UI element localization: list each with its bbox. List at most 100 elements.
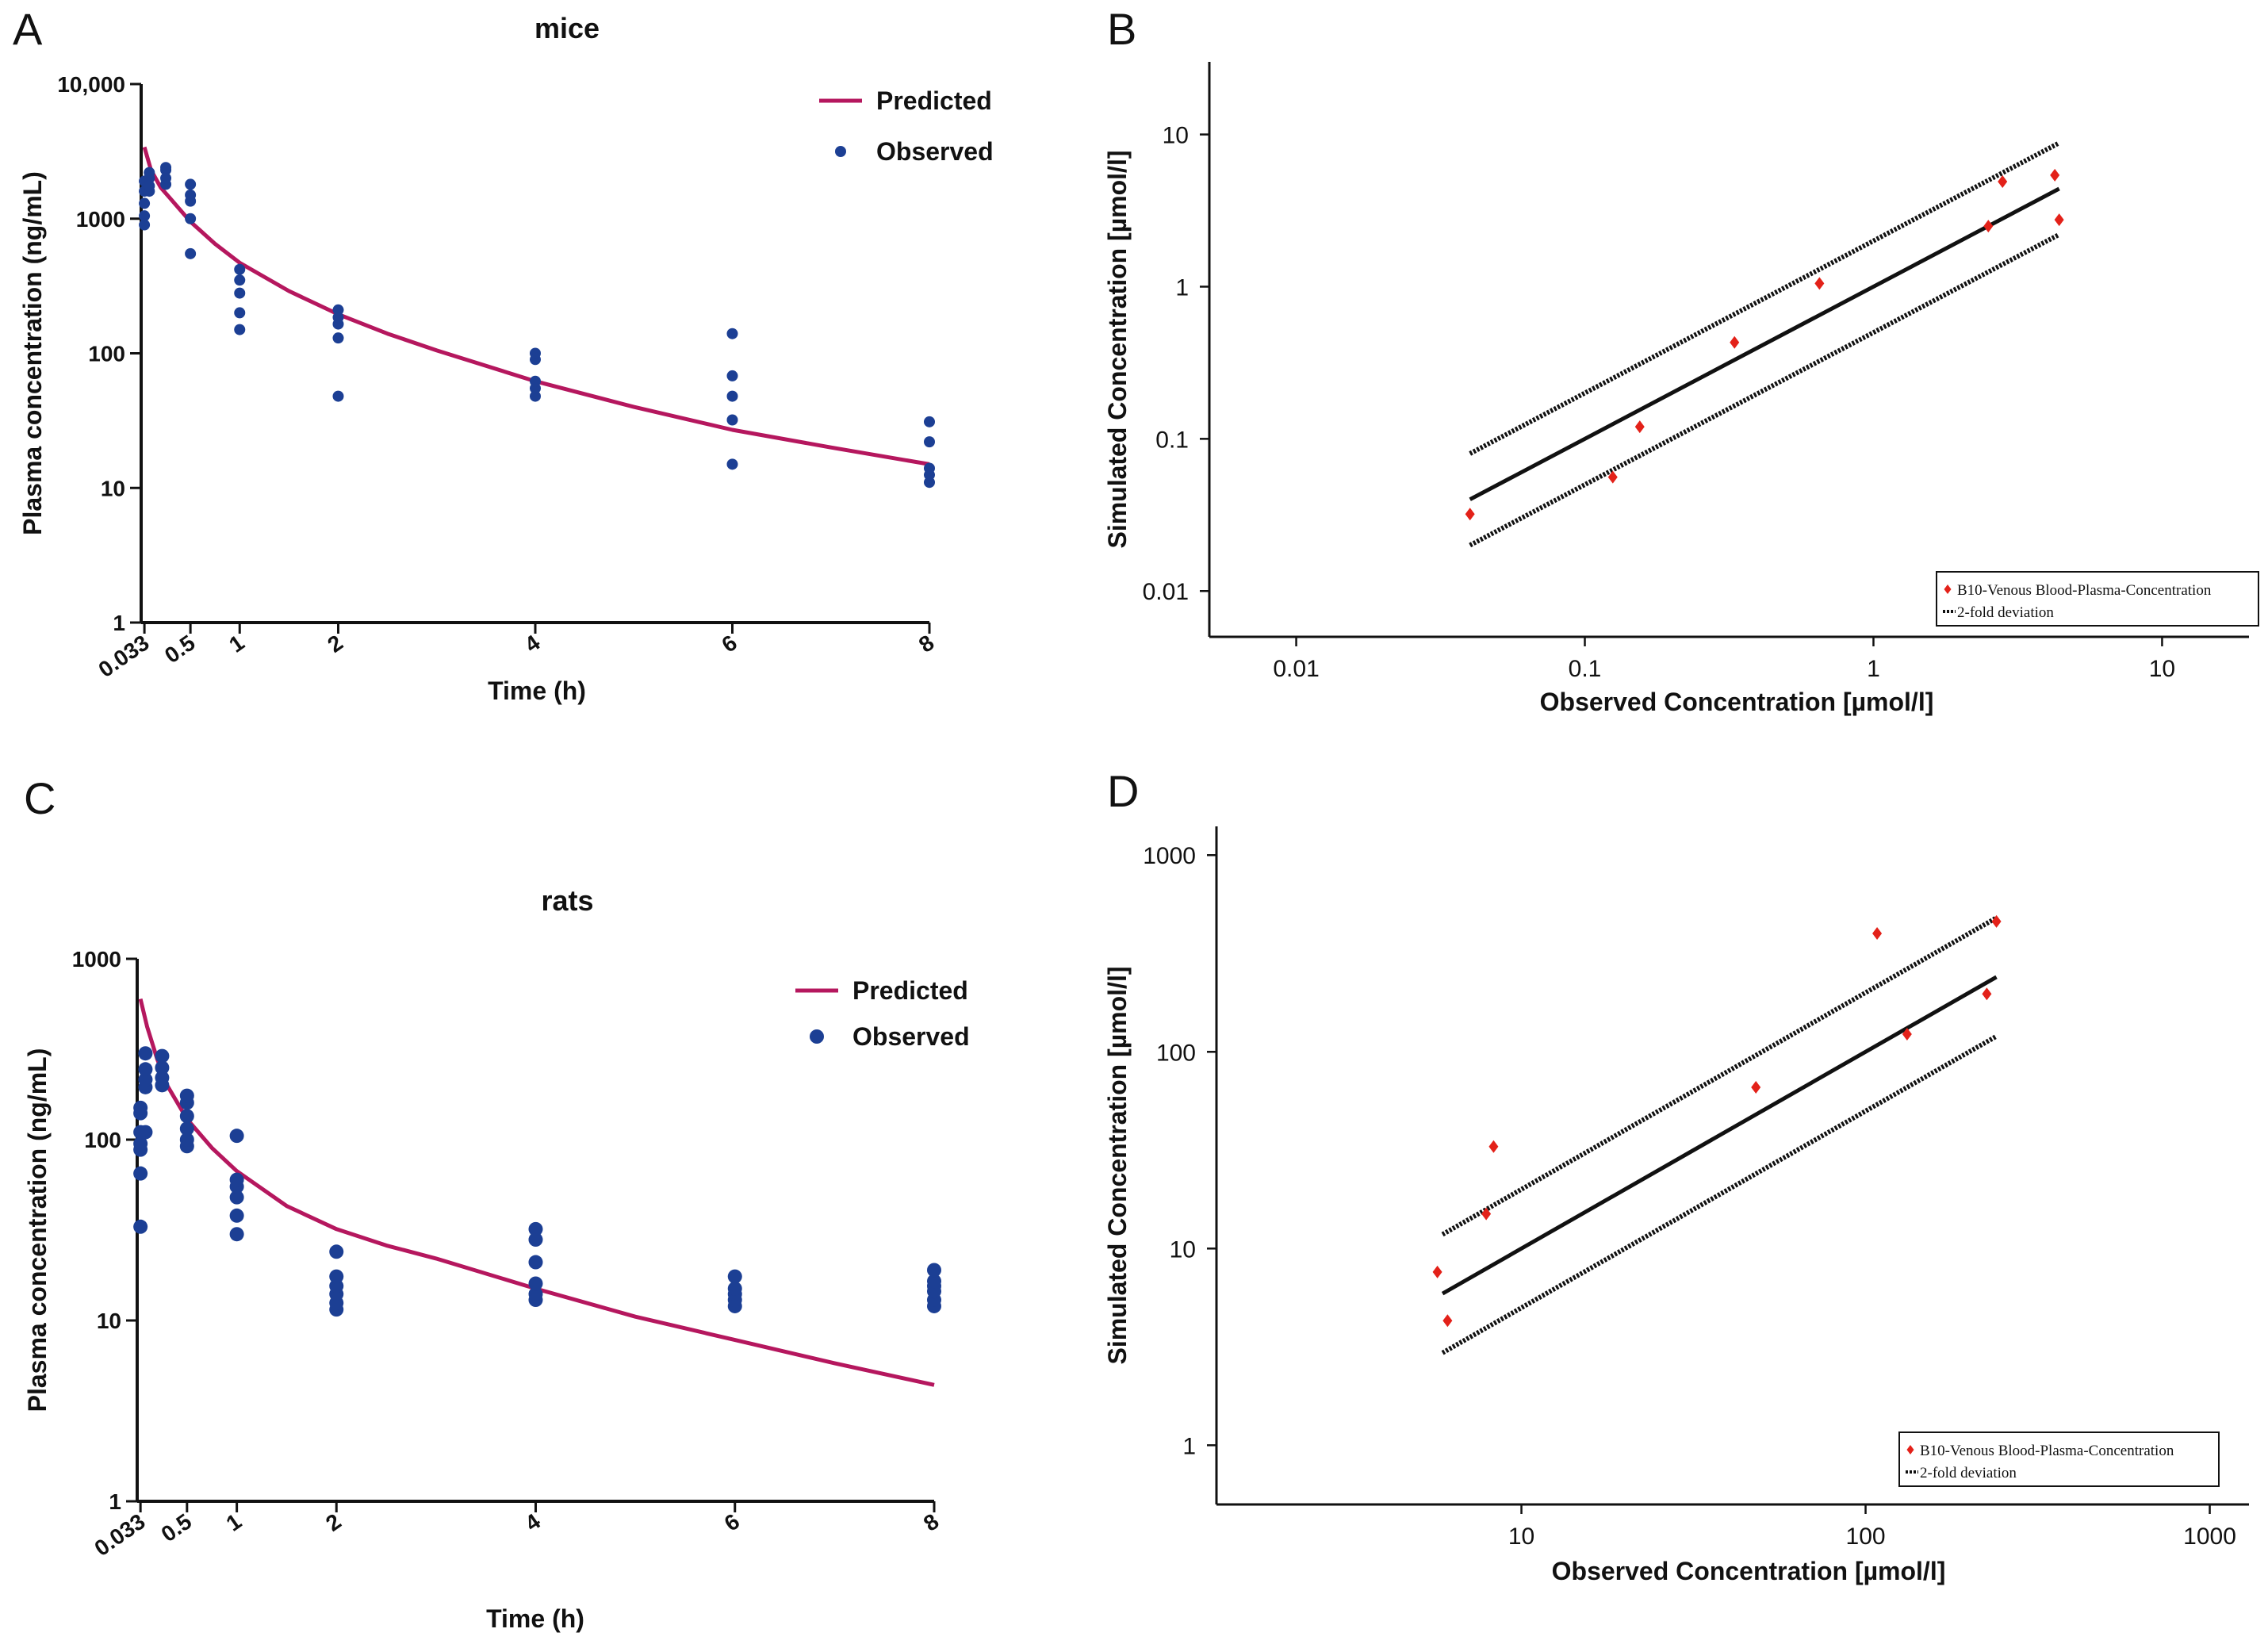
x-tick-label: 6 — [717, 630, 741, 657]
observed-point — [185, 178, 197, 190]
observed-point — [329, 1244, 344, 1259]
predicted-line — [142, 146, 930, 466]
x-tick-label: 8 — [919, 1509, 944, 1536]
observed-point — [133, 1166, 148, 1181]
observed-point — [234, 287, 246, 299]
observed-point — [229, 1129, 244, 1144]
y-tick-label: 100 — [1156, 1040, 1196, 1066]
y-tick-label: 1 — [109, 1489, 121, 1514]
legend-box — [1898, 1431, 2220, 1487]
y-axis-label: Simulated Concentration [µmol/l] — [1103, 966, 1132, 1364]
x-tick-label: 100 — [1846, 1523, 1886, 1550]
x-tick-label: 0.033 — [90, 1509, 149, 1562]
observed-point — [133, 1219, 148, 1234]
panel-letter-c: C — [24, 773, 56, 823]
observed-point — [528, 1221, 543, 1236]
observed-point — [726, 370, 738, 381]
observed-point — [133, 1136, 148, 1152]
observed-point — [528, 1255, 543, 1270]
x-tick-label: 4 — [520, 630, 545, 657]
legend-simulated-label: B10-Venous Blood-Plasma-Concentration — [1920, 1443, 2174, 1459]
observed-point — [726, 328, 738, 339]
x-tick-label: 10 — [2149, 656, 2175, 682]
x-tick-label: 8 — [914, 630, 939, 657]
observed-point — [229, 1227, 244, 1242]
x-tick-label: 0.033 — [94, 630, 153, 683]
x-tick-label: 1 — [222, 1509, 247, 1536]
identity-line — [1469, 186, 2060, 501]
simulated-point — [1465, 508, 1475, 521]
legend-observed-swatch — [810, 1029, 824, 1044]
y-tick-label: 0.01 — [1143, 579, 1189, 605]
x-tick-label: 2 — [321, 1509, 346, 1536]
y-tick-label: 10 — [1170, 1236, 1196, 1263]
observed-point — [138, 1125, 153, 1140]
y-axis-label: Simulated Concentration [µmol/l] — [1103, 150, 1132, 548]
legend-predicted-label: Predicted — [876, 86, 992, 115]
observed-point — [144, 180, 155, 192]
observed-point — [160, 162, 172, 174]
x-tick-label: 0.5 — [160, 630, 200, 669]
observed-point — [528, 1276, 543, 1291]
observed-point — [927, 1263, 941, 1278]
observed-point — [530, 347, 541, 359]
observed-point — [924, 416, 935, 427]
y-tick-label: 10 — [1163, 123, 1189, 149]
observed-point — [727, 1269, 742, 1284]
x-axis-label: Time (h) — [488, 676, 586, 705]
simulated-point — [1634, 420, 1645, 434]
y-axis-label: Plasma concentration (ng/mL) — [18, 171, 47, 535]
observed-point — [185, 189, 197, 201]
lower-2-fold-line — [1469, 232, 2061, 548]
chart-title: mice — [534, 12, 600, 44]
observed-point — [229, 1172, 244, 1187]
observed-point — [138, 1046, 153, 1061]
observed-point — [185, 213, 197, 224]
simulated-point — [1982, 987, 1992, 1001]
x-tick-label: 10 — [1508, 1523, 1534, 1550]
observed-point — [234, 307, 246, 319]
upper-2-fold-line — [1441, 915, 1998, 1237]
simulated-point — [1481, 1207, 1492, 1221]
x-axis-label: Time (h) — [486, 1604, 584, 1633]
observed-point — [160, 172, 172, 184]
legend-observed-swatch — [835, 146, 846, 157]
legend-simulated-label: B10-Venous Blood-Plasma-Concentration — [1957, 582, 2212, 599]
y-tick-label: 0.1 — [1155, 427, 1189, 453]
observed-point — [138, 1072, 153, 1087]
observed-point — [234, 263, 246, 275]
observed-point — [528, 1286, 543, 1301]
observed-point — [726, 414, 738, 426]
identity-line — [1441, 975, 1998, 1296]
observed-point — [139, 210, 151, 222]
x-tick-label: 1000 — [2183, 1523, 2236, 1550]
observed-point — [727, 1281, 742, 1296]
observed-point — [229, 1190, 244, 1205]
x-tick-label: 1 — [224, 630, 249, 657]
observed-point — [927, 1274, 941, 1289]
lower-2-fold-line — [1441, 1034, 1998, 1355]
y-tick-label: 10 — [101, 476, 125, 500]
observed-point — [530, 390, 541, 402]
simulated-point — [1607, 470, 1618, 484]
x-tick-label: 6 — [720, 1509, 745, 1536]
chart-panel-d: 1 10 100 1000 10 100 1000 Observed Concentratio… — [1103, 826, 2249, 1585]
y-tick-label: 1000 — [76, 207, 125, 232]
simulated-point — [1814, 277, 1825, 290]
observed-point — [139, 219, 151, 231]
observed-point — [179, 1088, 194, 1103]
simulated-point — [1442, 1314, 1453, 1328]
observed-point — [726, 458, 738, 470]
simulated-point — [1730, 335, 1740, 349]
simulated-point — [1488, 1140, 1499, 1153]
legend-predicted-label: Predicted — [852, 976, 968, 1005]
x-tick-label: 2 — [323, 630, 347, 657]
legend-deviation-label: 2-fold deviation — [1957, 604, 2054, 621]
observed-point — [185, 247, 197, 259]
observed-point — [528, 1232, 543, 1247]
simulated-point — [1902, 1027, 1912, 1041]
y-tick-label: 1 — [1175, 274, 1189, 301]
y-tick-label: 1000 — [1143, 843, 1196, 869]
legend-deviation-label: 2-fold deviation — [1920, 1465, 2017, 1481]
